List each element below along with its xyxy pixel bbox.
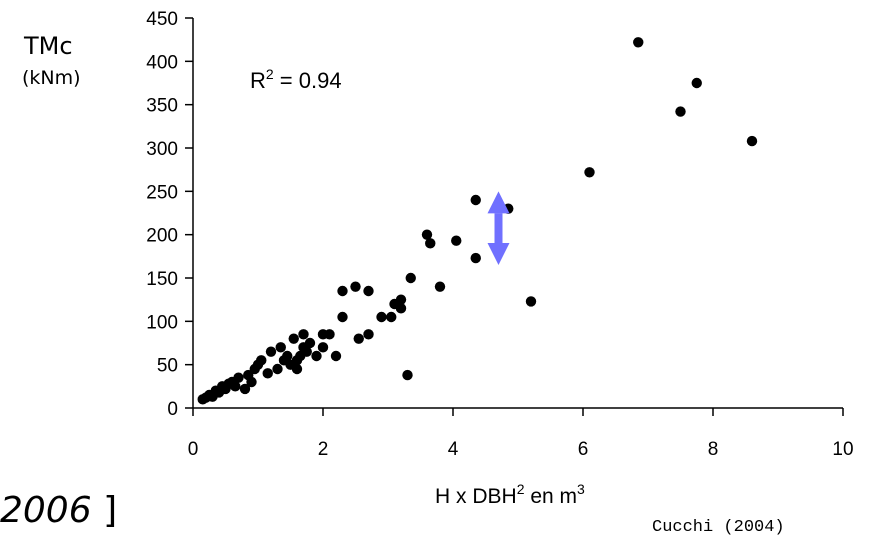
- data-point: [402, 369, 413, 381]
- r-squared-sup: 2: [266, 66, 274, 82]
- data-point: [233, 372, 244, 383]
- data-point: [350, 281, 361, 292]
- citation-fragment: 2006 ]: [0, 490, 117, 531]
- data-point: [301, 346, 312, 357]
- y-tick-label: 350: [146, 96, 178, 117]
- x-tick-label: 6: [578, 439, 589, 460]
- data-point: [282, 350, 293, 362]
- data-point: [376, 311, 387, 323]
- data-point: [330, 350, 342, 362]
- data-point: [288, 333, 299, 344]
- citation-bracket: ]: [103, 490, 117, 531]
- data-point: [434, 281, 446, 292]
- data-point: [405, 272, 416, 284]
- citation-year: 2006: [0, 490, 92, 531]
- axes: [192, 18, 843, 409]
- arrow-shaft: [494, 213, 503, 243]
- data-point: [291, 363, 303, 375]
- data-point: [256, 355, 267, 366]
- x-axis-label-base: H x DBH: [435, 485, 517, 508]
- data-point: [421, 229, 433, 240]
- arrow-head-up: [487, 191, 510, 214]
- data-point: [246, 376, 257, 388]
- data-point: [353, 333, 364, 344]
- y-tick-label: 250: [146, 182, 178, 203]
- x-axis-label-mid: en m: [524, 485, 577, 508]
- x-ticks: 0 2 4 6 8 10: [188, 408, 854, 460]
- data-points: [197, 37, 758, 405]
- data-point: [262, 368, 273, 379]
- y-tick-label: 150: [146, 269, 178, 290]
- y-ticks: 0 50 100 150 200 250 300 350 400 450: [146, 9, 193, 420]
- data-point: [363, 285, 374, 297]
- data-point: [525, 296, 537, 307]
- y-tick-label: 400: [146, 52, 178, 73]
- data-point: [337, 311, 348, 323]
- data-point: [311, 350, 322, 362]
- x-axis-label-sup1: 2: [517, 481, 525, 497]
- y-tick-label: 450: [146, 9, 178, 30]
- x-tick-label: 10: [832, 439, 853, 460]
- arrow-head-down: [487, 243, 510, 265]
- x-tick-label: 8: [708, 439, 719, 460]
- data-point: [324, 329, 335, 340]
- data-point: [470, 194, 481, 206]
- x-tick-label: 0: [188, 439, 199, 460]
- data-point: [691, 77, 702, 89]
- data-point: [675, 106, 686, 117]
- data-point: [272, 363, 283, 375]
- data-point: [395, 294, 407, 305]
- data-point: [337, 285, 348, 297]
- y-tick-label: 50: [157, 356, 178, 377]
- data-point: [304, 337, 316, 349]
- data-point: [746, 135, 758, 147]
- data-point: [584, 167, 595, 178]
- data-point: [298, 329, 309, 340]
- y-tick-label: 0: [167, 399, 178, 420]
- x-axis-label: H x DBH2 en m3: [435, 481, 585, 508]
- data-point: [386, 311, 397, 323]
- data-point: [633, 37, 644, 48]
- data-point: [230, 381, 241, 392]
- r-squared-value: = 0.94: [274, 68, 342, 93]
- data-point: [363, 329, 374, 340]
- credit-text: Cucchi (2004): [652, 518, 785, 537]
- y-axis-label: TMc: [23, 32, 73, 60]
- data-point: [395, 303, 407, 314]
- y-tick-label: 300: [146, 139, 178, 160]
- x-tick-label: 4: [448, 439, 459, 460]
- y-tick-label: 200: [146, 226, 178, 247]
- data-point: [425, 238, 436, 249]
- data-point: [470, 252, 481, 264]
- y-axis-unit: (kNm): [22, 67, 81, 89]
- x-tick-label: 2: [318, 439, 329, 460]
- data-point: [265, 346, 277, 357]
- r-squared-annotation: R2 = 0.94: [250, 66, 342, 93]
- r-squared-base: R: [250, 68, 266, 93]
- data-point: [317, 342, 329, 353]
- data-point: [275, 342, 286, 353]
- y-tick-label: 100: [146, 312, 178, 333]
- x-axis-label-sup2: 3: [577, 481, 585, 497]
- data-point: [451, 235, 462, 246]
- data-point: [239, 383, 251, 395]
- range-arrow: [487, 191, 510, 265]
